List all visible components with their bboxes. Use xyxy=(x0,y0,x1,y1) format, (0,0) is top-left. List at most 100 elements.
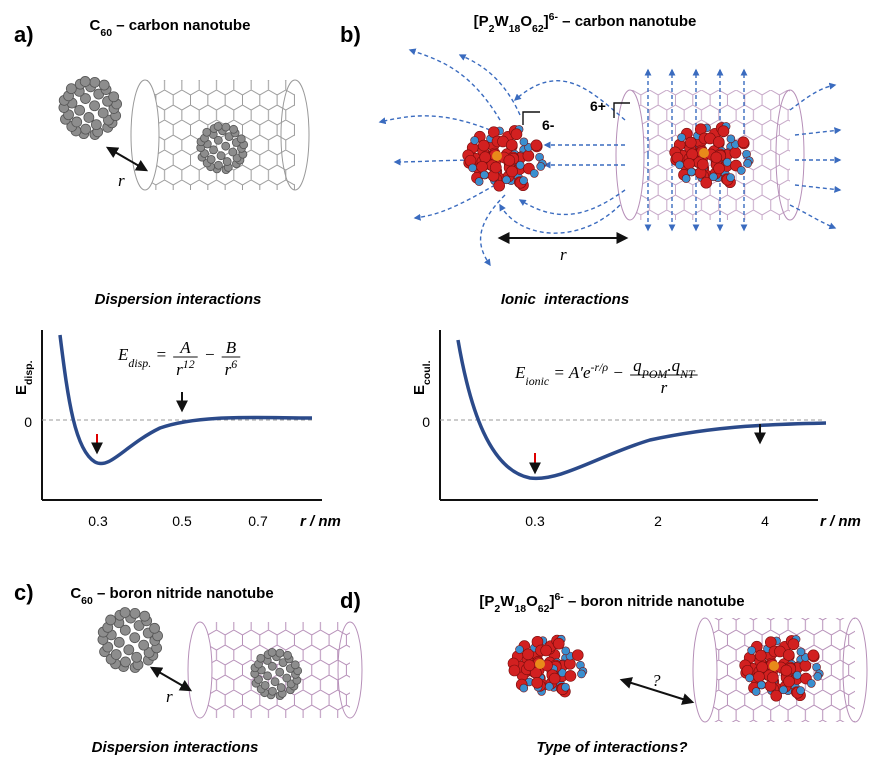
atom xyxy=(769,661,779,671)
atom xyxy=(770,689,783,702)
path-shape xyxy=(58,334,313,466)
text-segment: ] xyxy=(544,13,549,30)
y-axis-label: Edisp. xyxy=(13,360,35,395)
atom xyxy=(260,680,270,690)
atom xyxy=(747,646,756,655)
atom xyxy=(216,151,226,161)
atom xyxy=(209,145,218,155)
atom xyxy=(79,76,91,87)
plot-title: Dispersion interactions xyxy=(95,291,262,308)
path-shape xyxy=(794,127,842,136)
atom xyxy=(267,647,277,657)
atom xyxy=(83,112,95,123)
path-shape xyxy=(518,189,626,216)
ionic-plot xyxy=(439,330,827,501)
atom xyxy=(548,672,561,685)
atom xyxy=(222,157,232,166)
atom xyxy=(221,122,231,132)
atom xyxy=(697,158,709,171)
atom xyxy=(522,648,534,661)
atom xyxy=(221,141,231,151)
zero-label: 0 xyxy=(422,414,430,430)
path-shape xyxy=(413,184,496,221)
atom xyxy=(753,670,765,683)
caption: Dispersion interactions xyxy=(92,739,259,756)
atom xyxy=(710,151,723,164)
text-segment: r xyxy=(225,360,232,379)
path-shape xyxy=(794,184,842,193)
atom xyxy=(540,644,552,657)
text-segment: 12 xyxy=(183,357,195,371)
atom xyxy=(506,165,518,178)
text-segment: -r/ρ xyxy=(591,360,609,374)
atom xyxy=(74,104,86,116)
atom xyxy=(89,100,100,112)
text-segment: 6- xyxy=(554,591,564,603)
atom xyxy=(792,670,802,680)
atom xyxy=(510,128,523,141)
atom xyxy=(561,682,570,692)
atom xyxy=(552,637,565,650)
unknown-label: ? xyxy=(652,671,661,690)
panel-title: [P2W18O62]6- – boron nitride nanotube xyxy=(479,591,744,615)
atom xyxy=(717,125,730,138)
atom xyxy=(202,127,212,137)
path-shape xyxy=(393,158,486,166)
text-segment: C xyxy=(90,17,101,34)
path-shape xyxy=(789,204,837,230)
text-segment: O xyxy=(526,593,538,610)
atom xyxy=(502,175,511,185)
atom xyxy=(712,136,725,148)
atom xyxy=(276,683,286,692)
zero-label: 0 xyxy=(24,414,32,430)
panel-label: c) xyxy=(14,580,34,605)
dispersion-plot xyxy=(41,330,322,501)
atom xyxy=(149,622,160,634)
atom xyxy=(726,134,736,144)
plot-title: Ionic interactions xyxy=(501,291,629,308)
path-shape xyxy=(456,339,827,481)
atom xyxy=(256,653,266,663)
atom xyxy=(71,116,83,128)
path-shape xyxy=(479,194,506,267)
carbon-nanotube-b xyxy=(615,89,805,221)
atom xyxy=(229,124,238,134)
atom xyxy=(503,154,516,167)
atom xyxy=(751,687,761,696)
charge-label: 6+ xyxy=(590,98,606,114)
pom-molecule xyxy=(462,125,547,192)
atom xyxy=(490,161,502,174)
equation-part: Eionic = A′e-r/ρ − xyxy=(514,360,628,388)
atom xyxy=(783,675,795,688)
text-segment: ] xyxy=(549,593,554,610)
text-segment: [P xyxy=(474,13,489,30)
atom xyxy=(807,649,820,662)
atom xyxy=(545,682,554,691)
equation-part: Edisp. = xyxy=(117,345,171,370)
text-segment: E xyxy=(514,363,526,382)
atom xyxy=(80,123,92,135)
atom xyxy=(113,636,125,648)
text-segment: – boron nitride nanotube xyxy=(93,585,274,602)
atom xyxy=(470,136,479,145)
atom xyxy=(89,76,101,88)
ellipse-shape xyxy=(280,79,310,191)
atom xyxy=(787,638,800,651)
ellipse-shape xyxy=(775,89,805,221)
text-segment: r xyxy=(661,378,668,397)
equation-denominator: r xyxy=(661,378,668,397)
atom xyxy=(65,83,77,95)
field-lines xyxy=(378,48,842,267)
atom xyxy=(571,649,584,661)
atom xyxy=(700,176,713,189)
distance-arrow xyxy=(105,146,149,172)
atom xyxy=(681,174,691,183)
atom xyxy=(754,649,767,662)
atom xyxy=(468,163,477,173)
atom xyxy=(684,136,697,149)
equation-numerator: B xyxy=(226,338,237,357)
atom xyxy=(282,673,292,683)
text-segment: E xyxy=(411,385,428,395)
